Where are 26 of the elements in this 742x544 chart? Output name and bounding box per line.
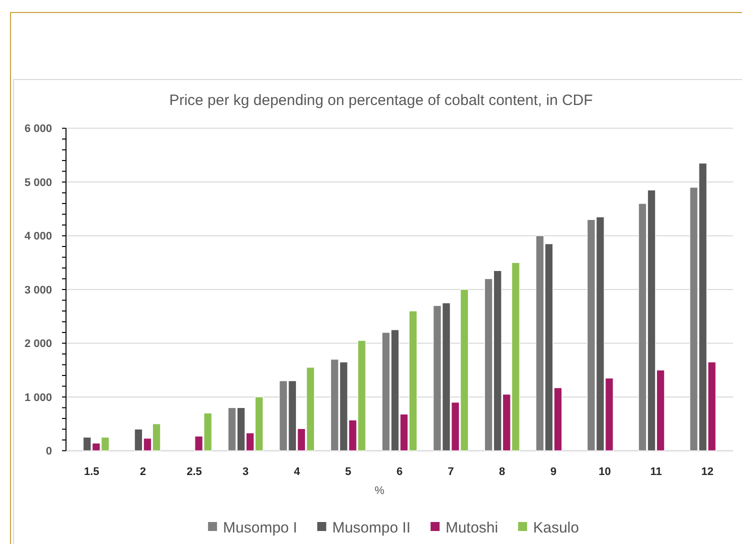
x-tick-label: 12	[701, 466, 714, 478]
x-tick-label: 10	[598, 466, 611, 478]
x-tick-label: 1.5	[84, 466, 100, 478]
x-tick-label: 8	[499, 466, 506, 478]
x-tick-label: 2.5	[186, 466, 202, 478]
x-tick-label: 5	[345, 466, 352, 478]
legend-label: Musompo I	[223, 519, 298, 536]
y-tick-label: 5 000	[24, 176, 52, 189]
y-tick-label: 4 000	[24, 230, 52, 243]
x-tick-label: 2	[140, 466, 146, 478]
x-axis-title: %	[374, 485, 385, 497]
x-tick-label: 6	[396, 466, 403, 478]
y-tick-label: 1 000	[24, 392, 52, 404]
x-tick-label: 9	[550, 466, 556, 478]
y-tick-label: 3 000	[24, 284, 52, 296]
y-tick-label: 6 000	[24, 123, 52, 136]
x-tick-label: 4	[294, 466, 301, 478]
x-tick-label: 11	[650, 466, 662, 478]
x-tick-label: 3	[242, 466, 249, 478]
x-tick-label: 7	[448, 466, 454, 478]
legend-label: Kasulo	[533, 519, 579, 536]
y-tick-label: 0	[46, 446, 52, 458]
legend-label: Mutoshi	[446, 519, 498, 536]
y-tick-label: 2 000	[24, 338, 52, 350]
chart-title: Price per kg depending on percentage of cobalt content, in CDF	[169, 92, 593, 109]
legend-label: Musompo II	[332, 519, 411, 536]
